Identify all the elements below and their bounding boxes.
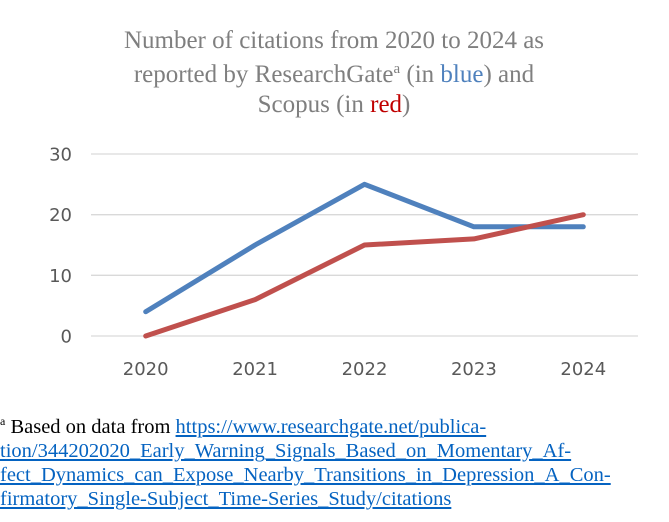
gridlines [91, 153, 638, 337]
x-tick-label: 2023 [451, 359, 497, 380]
chart-title-line-1: Number of citations from 2020 to 2024 as [124, 27, 544, 54]
series-line-scopus [143, 212, 586, 339]
y-tick-label: 20 [49, 205, 72, 226]
footnote: a Based on data from https://www.researc… [0, 415, 669, 511]
red-word: red [370, 91, 402, 118]
citations-line-chart: Number of citations from 2020 to 2024 as… [49, 27, 638, 380]
y-axis-ticks: 0 10 20 30 [49, 145, 72, 348]
footnote-link[interactable]: https://www.researchgate.net/publica-tio… [0, 416, 611, 510]
footnote-marker: a [0, 414, 6, 429]
x-tick-label: 2024 [560, 359, 606, 380]
series-lines [143, 181, 586, 339]
x-axis-ticks: 2020 2021 2022 2023 2024 [123, 359, 606, 380]
x-tick-label: 2022 [342, 359, 388, 380]
chart-title-line-2: reported by ResearchGatea (in blue) and [134, 61, 535, 88]
blue-word: blue [440, 61, 483, 88]
x-tick-label: 2020 [123, 359, 169, 380]
footnote-text: Based on data from [5, 416, 176, 438]
series-line-researchgate [143, 181, 586, 315]
y-tick-label: 30 [49, 145, 72, 166]
chart-title-line-3: Scopus (in red) [258, 91, 411, 118]
x-tick-label: 2021 [232, 359, 278, 380]
y-tick-label: 0 [61, 327, 72, 348]
y-tick-label: 10 [49, 266, 72, 287]
